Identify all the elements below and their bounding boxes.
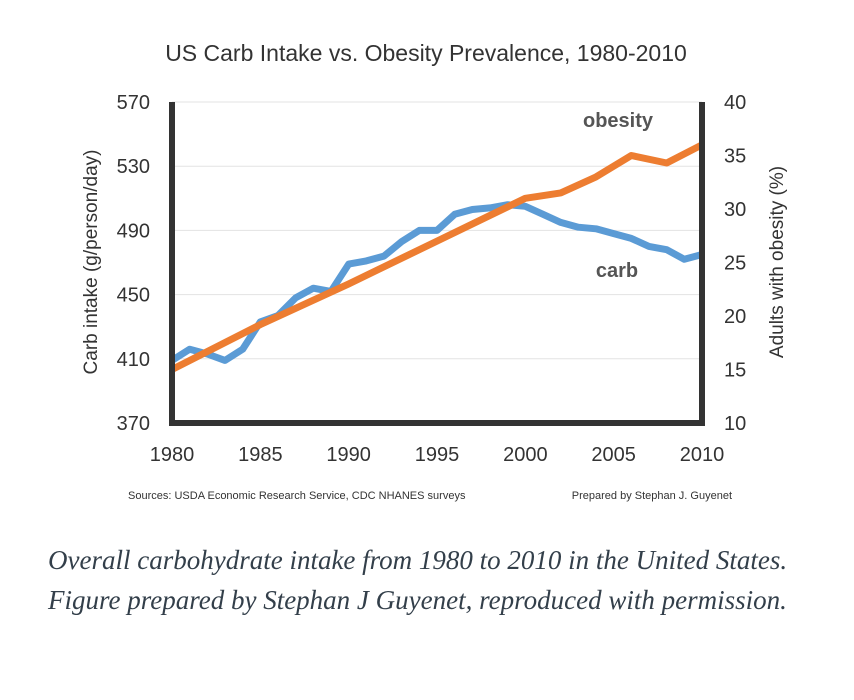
x-tick-label: 1985 xyxy=(238,444,283,466)
x-tick-label: 2010 xyxy=(680,444,725,466)
series-layer xyxy=(170,141,704,373)
right-tick-label: 15 xyxy=(724,360,746,382)
carb-series-label: carb xyxy=(596,260,638,282)
right-tick-label: 10 xyxy=(724,413,746,435)
prepared-by-note: Prepared by Stephan J. Guyenet xyxy=(572,490,732,502)
right-tick-label: 40 xyxy=(724,92,746,114)
right-tick-label: 25 xyxy=(724,253,746,275)
right-tick-label: 20 xyxy=(724,306,746,328)
right-axis-ticks: 10 15 20 25 30 35 40 xyxy=(724,92,746,435)
x-tick-label: 1995 xyxy=(415,444,460,466)
carb-series-line xyxy=(170,201,703,364)
left-tick-label: 370 xyxy=(117,413,150,435)
left-tick-label: 530 xyxy=(117,156,150,178)
left-axis-label: Carb intake (g/person/day) xyxy=(81,150,102,375)
obesity-series-label: obesity xyxy=(583,110,654,132)
left-tick-label: 570 xyxy=(117,92,150,114)
left-tick-label: 410 xyxy=(117,349,150,371)
sources-note: Sources: USDA Economic Research Service,… xyxy=(128,490,466,502)
x-tick-label: 1980 xyxy=(150,444,195,466)
chart: US Carb Intake vs. Obesity Prevalence, 1… xyxy=(81,40,788,502)
figure-caption: Overall carbohydrate intake from 1980 to… xyxy=(48,545,788,615)
left-axis-ticks: 370 410 450 490 530 570 xyxy=(117,92,150,435)
left-tick-label: 450 xyxy=(117,285,150,307)
right-axis-label: Adults with obesity (%) xyxy=(767,166,788,358)
x-tick-label: 2005 xyxy=(591,444,636,466)
left-tick-label: 490 xyxy=(117,220,150,242)
x-tick-label: 2000 xyxy=(503,444,548,466)
right-tick-label: 30 xyxy=(724,199,746,221)
right-tick-label: 35 xyxy=(724,146,746,168)
x-tick-label: 1990 xyxy=(326,444,371,466)
obesity-series-line xyxy=(170,141,704,373)
x-axis-ticks: 1980 1985 1990 1995 2000 2005 2010 xyxy=(150,444,725,466)
chart-title: US Carb Intake vs. Obesity Prevalence, 1… xyxy=(165,40,687,66)
